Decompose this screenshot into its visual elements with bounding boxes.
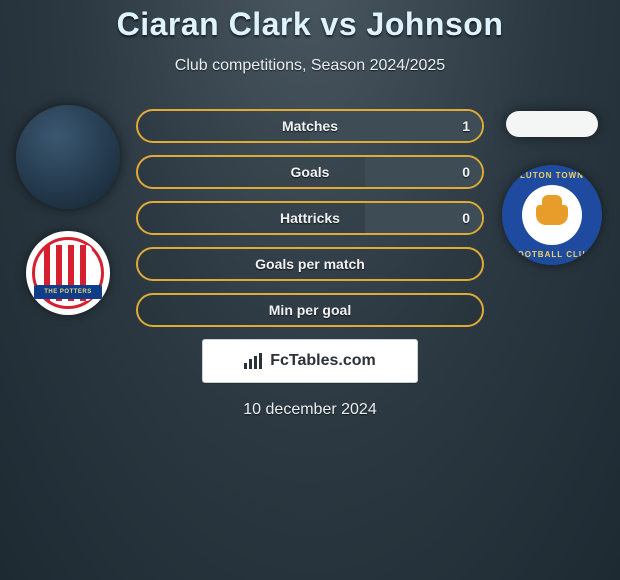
- luton-center: [522, 185, 582, 245]
- bar-value-right: 0: [462, 157, 470, 187]
- content: THE POTTERS LUTON TOWN FOOTBALL CLUB Mat…: [0, 105, 620, 419]
- luton-top-text: LUTON TOWN: [502, 171, 602, 180]
- bar-value-right: 0: [462, 203, 470, 233]
- stat-bar: Min per goal: [136, 293, 484, 327]
- stat-bar: Matches1: [136, 109, 484, 143]
- bar-label: Min per goal: [138, 295, 482, 325]
- stoke-banner: THE POTTERS: [34, 285, 102, 299]
- stat-bar: Hattricks0: [136, 201, 484, 235]
- page-title: Ciaran Clark vs Johnson: [0, 6, 620, 43]
- right-player-photo: [506, 111, 598, 137]
- stat-bar: Goals per match: [136, 247, 484, 281]
- bar-label: Matches: [138, 111, 482, 141]
- bar-value-right: 1: [462, 111, 470, 141]
- left-player-photo: [16, 105, 120, 209]
- comparison-card: Ciaran Clark vs Johnson Club competition…: [0, 0, 620, 419]
- left-player-column: THE POTTERS: [8, 105, 128, 315]
- left-club-badge: THE POTTERS: [26, 231, 110, 315]
- brand-text: FcTables.com: [270, 352, 376, 370]
- bar-label: Goals: [138, 157, 482, 187]
- right-player-column: LUTON TOWN FOOTBALL CLUB: [492, 105, 612, 265]
- brand-card: FcTables.com: [202, 339, 418, 383]
- right-club-badge: LUTON TOWN FOOTBALL CLUB: [502, 165, 602, 265]
- luton-hat-icon: [536, 205, 568, 225]
- bar-label: Hattricks: [138, 203, 482, 233]
- bar-label: Goals per match: [138, 249, 482, 279]
- luton-bottom-text: FOOTBALL CLUB: [502, 250, 602, 259]
- date-text: 10 december 2024: [0, 401, 620, 419]
- stat-bars: Matches1Goals0Hattricks0Goals per matchM…: [136, 105, 484, 327]
- page-subtitle: Club competitions, Season 2024/2025: [0, 57, 620, 75]
- stat-bar: Goals0: [136, 155, 484, 189]
- brand-chart-icon: [244, 353, 264, 369]
